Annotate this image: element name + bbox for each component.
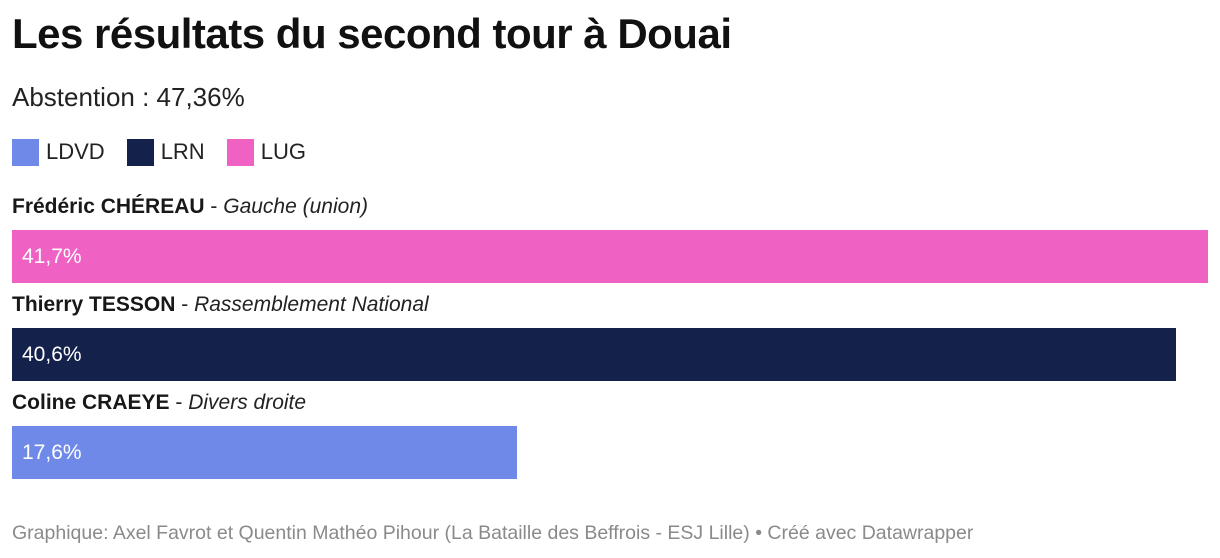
chart-title: Les résultats du second tour à Douai (12, 10, 732, 57)
candidate-label: Coline CRAEYE - Divers droite (12, 391, 306, 415)
label-separator: - (169, 391, 189, 414)
legend-swatch-lug (226, 138, 254, 166)
legend-swatch-lrn (126, 138, 154, 166)
legend: LDVD LRN LUG (12, 138, 328, 166)
bar: 41,7% (12, 230, 1208, 283)
candidate-name: Frédéric CHÉREAU (12, 195, 205, 218)
bar: 17,6% (12, 426, 517, 479)
source-footer: Graphique: Axel Favrot et Quentin Mathéo… (12, 522, 974, 544)
abstention-subtitle: Abstention : 47,36% (12, 82, 245, 112)
legend-label-ldvd: LDVD (46, 139, 105, 164)
candidate-party: Rassemblement National (194, 293, 429, 316)
bar-chart: Frédéric CHÉREAU - Gauche (union) 41,7% … (12, 193, 1208, 487)
legend-item-lug: LUG (226, 138, 306, 166)
candidate-party: Divers droite (188, 391, 307, 414)
bar: 40,6% (12, 328, 1177, 381)
legend-swatch-ldvd (12, 138, 39, 166)
candidate-party: Gauche (union) (223, 195, 368, 218)
legend-label-lrn: LRN (160, 139, 205, 164)
bar-row: Coline CRAEYE - Divers droite 17,6% (12, 389, 1208, 487)
bar-row: Thierry TESSON - Rassemblement National … (12, 291, 1208, 389)
label-separator: - (204, 195, 224, 218)
candidate-label: Frédéric CHÉREAU - Gauche (union) (12, 195, 368, 219)
label-separator: - (175, 293, 195, 316)
bar-value-label: 41,7% (22, 245, 82, 268)
candidate-name: Thierry TESSON (12, 293, 176, 316)
legend-item-lrn: LRN (126, 138, 205, 166)
bar-row: Frédéric CHÉREAU - Gauche (union) 41,7% (12, 193, 1208, 291)
bar-value-label: 40,6% (22, 343, 82, 366)
legend-item-ldvd: LDVD (12, 138, 105, 166)
legend-label-lug: LUG (260, 139, 306, 164)
bar-value-label: 17,6% (22, 441, 82, 464)
candidate-label: Thierry TESSON - Rassemblement National (12, 293, 429, 317)
candidate-name: Coline CRAEYE (12, 391, 170, 414)
